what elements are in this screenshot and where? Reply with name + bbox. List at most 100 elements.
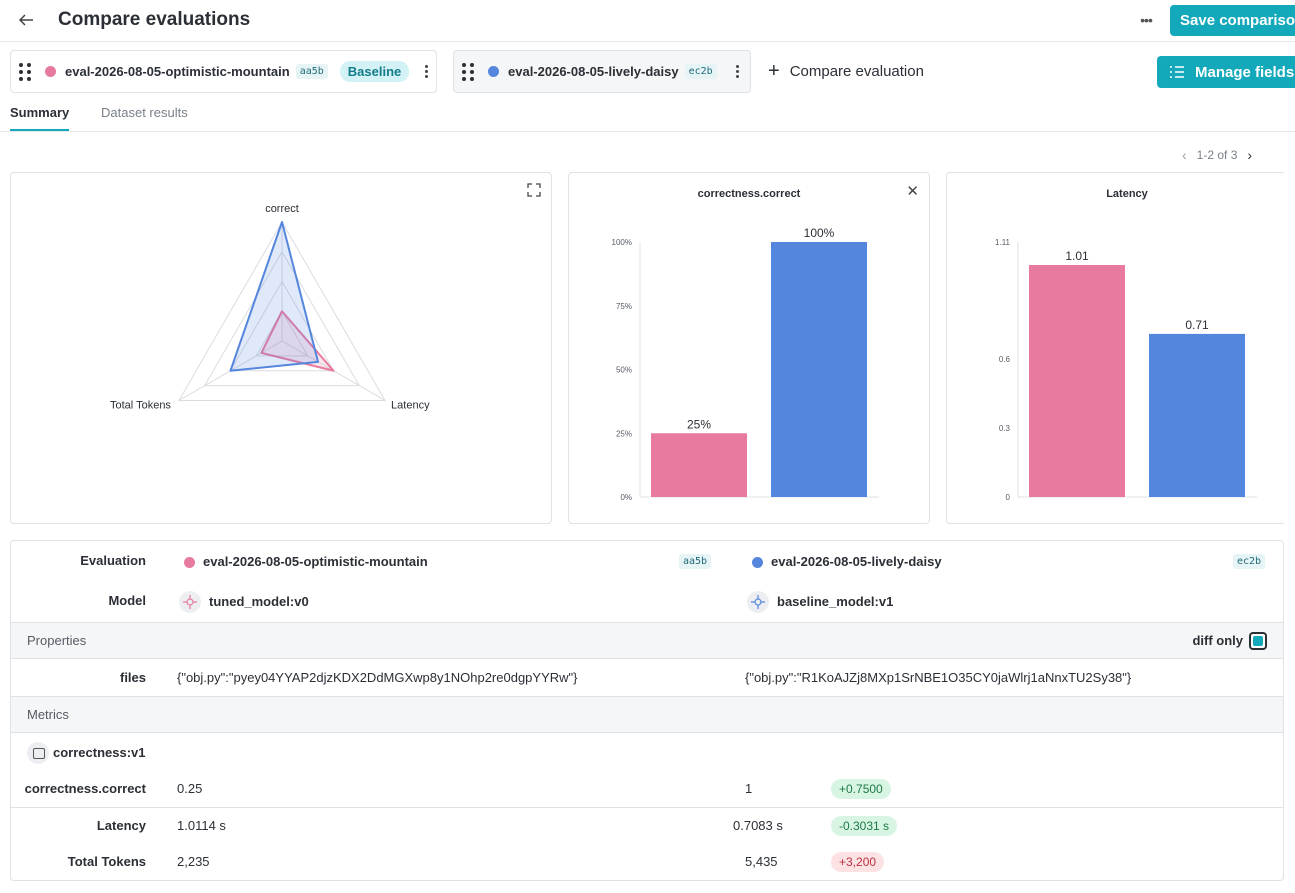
scorer-row: correctness:v1: [11, 742, 1283, 764]
properties-section-header: Properties diff only: [11, 622, 1283, 659]
expand-icon[interactable]: [527, 183, 541, 197]
bar-0: [651, 433, 747, 497]
eval-hash: aa5b: [679, 554, 712, 569]
radar-grid-ring: [255, 310, 309, 357]
manage-fields-label: Manage fields: [1195, 63, 1295, 81]
radar-grid-ring: [203, 250, 361, 387]
eval-color-dot: [45, 66, 56, 77]
save-comparison-button[interactable]: Save comparison: [1170, 5, 1295, 36]
pagination-label: 1-2 of 3: [1196, 148, 1238, 162]
compare-evaluation-button[interactable]: + Compare evaluation: [768, 60, 924, 82]
metric-row: Latency 1.0114 s 0.7083 s -0.3031 s: [11, 816, 1283, 838]
radar-series-1: [229, 221, 320, 372]
eval-hash: ec2b: [1233, 554, 1266, 569]
row-divider: [11, 807, 1283, 808]
metric-label: Total Tokens: [67, 854, 146, 869]
arrow-left-icon: [18, 14, 33, 26]
bar-value-label: 0.71: [1185, 318, 1209, 332]
correctness-bar-chart: 0% 25% 50% 75% 100% 25% 100%: [612, 226, 879, 502]
y-tick-label: 0: [1006, 493, 1011, 502]
scorer-name[interactable]: correctness:v1: [53, 745, 146, 760]
back-button[interactable]: [14, 8, 38, 32]
more-horizontal-icon: •••: [1140, 12, 1153, 28]
page-title: Compare evaluations: [58, 9, 251, 30]
active-tab-indicator: [10, 129, 69, 131]
tab-dataset-results[interactable]: Dataset results: [101, 105, 188, 120]
metric-value: 0.7083 s: [733, 818, 783, 833]
metrics-section-header: Metrics: [11, 696, 1283, 733]
chevron-right-icon[interactable]: ›: [1247, 147, 1253, 163]
model-name[interactable]: tuned_model:v0: [209, 594, 309, 609]
tab-bar: Summary Dataset results: [0, 98, 1295, 132]
list-icon: [1170, 66, 1184, 78]
y-tick-label: 100%: [612, 238, 632, 247]
files-value: {"obj.py":"R1KoAJZj8MXp1SrNBE1O35CY0jaWl…: [745, 670, 1132, 685]
chevron-left-icon[interactable]: ‹: [1182, 147, 1187, 163]
bar-value-label: 1.01: [1065, 249, 1089, 263]
page-header: Compare evaluations ••• Save comparison: [0, 0, 1295, 42]
radar-axis-label: Total Tokens: [110, 400, 171, 412]
evaluation-row: Evaluation eval-2026-08-05-optimistic-mo…: [11, 553, 1283, 577]
manage-fields-button[interactable]: Manage fields: [1157, 56, 1295, 88]
radar-chart: correct Latency Total Tokens: [110, 203, 430, 412]
y-tick-label: 1.11: [995, 238, 1011, 247]
model-label: Model: [108, 593, 146, 608]
correctness-chart-card: correctness.correct ✕ 0% 25% 50% 75% 100% 25%…: [568, 172, 930, 524]
evaluation-label: Evaluation: [80, 553, 146, 568]
eval-color-dot: [752, 557, 763, 568]
eval-name[interactable]: eval-2026-08-05-lively-daisy: [771, 554, 942, 569]
metric-value: 0.25: [177, 781, 203, 796]
bar-1: [771, 242, 867, 497]
eval-hash: aa5b: [295, 64, 328, 79]
metric-value: 5,435: [745, 854, 778, 869]
files-label: files: [119, 670, 146, 685]
radar-axis-label: correct: [265, 203, 299, 215]
model-row: Model tuned_model:v0 baseline_model:v1: [11, 591, 1283, 617]
files-value: {"obj.py":"pyey04YYAP2djzKDX2DdMGXwp8y1N…: [177, 670, 578, 685]
drag-handle-icon[interactable]: [19, 62, 33, 82]
plus-icon: +: [768, 60, 780, 82]
y-tick-label: 0.6: [999, 355, 1011, 364]
radar-axis-label: Latency: [391, 400, 430, 412]
model-icon: [179, 591, 201, 613]
model-icon: [747, 591, 769, 613]
eval-color-dot: [488, 66, 499, 77]
eval-name: eval-2026-08-05-optimistic-mountain: [65, 64, 290, 79]
close-icon[interactable]: ✕: [906, 183, 919, 200]
kebab-menu-icon[interactable]: [421, 65, 431, 78]
eval-hash: ec2b: [684, 64, 717, 79]
more-options-button[interactable]: •••: [1134, 10, 1158, 30]
radar-series-0: [260, 310, 335, 372]
y-tick-label: 75%: [616, 302, 632, 311]
eval-chip-baseline[interactable]: eval-2026-08-05-optimistic-mountain aa5b…: [10, 50, 437, 93]
y-tick-label: 50%: [616, 366, 632, 375]
compare-evaluation-label: Compare evaluation: [789, 62, 924, 80]
diff-only-checkbox[interactable]: [1249, 632, 1267, 650]
scorer-icon: [27, 742, 49, 764]
diff-only-label: diff only: [1192, 633, 1243, 648]
latency-chart-card: Latency 0 0.3 0.6 1.11 1.01 0.71: [946, 172, 1284, 524]
metric-value: 2,235: [177, 854, 210, 869]
bar-0: [1029, 264, 1125, 497]
latency-bar-chart: 0 0.3 0.6 1.11 1.01 0.71: [995, 238, 1257, 502]
y-tick-label: 25%: [616, 429, 632, 438]
drag-handle-icon[interactable]: [462, 62, 476, 82]
bar-value-label: 100%: [804, 226, 835, 240]
metric-row: Total Tokens 2,235 5,435 +3,200: [11, 852, 1283, 874]
properties-label: Properties: [27, 633, 87, 648]
y-tick-label: 0.3: [999, 424, 1011, 433]
metrics-label: Metrics: [27, 707, 69, 722]
metric-value: 1: [745, 781, 753, 796]
kebab-menu-icon[interactable]: [733, 65, 743, 78]
baseline-badge: Baseline: [339, 61, 410, 82]
eval-chip-compare[interactable]: eval-2026-08-05-lively-daisy ec2b: [453, 50, 751, 93]
bar-1: [1149, 333, 1245, 497]
model-name[interactable]: baseline_model:v1: [777, 594, 894, 609]
chart-title: correctness.correct: [697, 188, 801, 200]
delta-badge: +0.7500: [831, 779, 891, 799]
tab-summary[interactable]: Summary: [10, 105, 70, 120]
eval-name[interactable]: eval-2026-08-05-optimistic-mountain: [203, 554, 428, 569]
radar-grid-ring: [178, 221, 386, 401]
radar-chart-card: correct Latency Total Tokens: [10, 172, 552, 524]
eval-name: eval-2026-08-05-lively-daisy: [508, 64, 679, 79]
